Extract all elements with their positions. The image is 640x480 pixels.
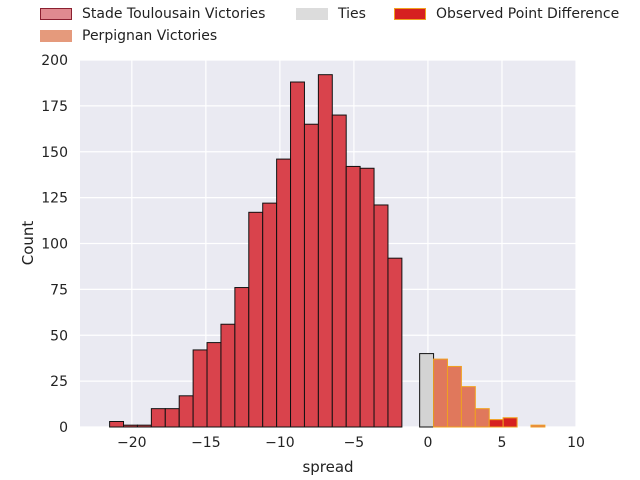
bar-toulousain (192, 349, 208, 428)
bar-perpignan (433, 358, 448, 428)
bar-toulousain (164, 408, 180, 428)
histogram-bars (109, 74, 546, 428)
legend-label-perpignan: Perpignan Victories (82, 28, 218, 44)
bar-perpignan (474, 408, 490, 428)
legend-swatch-observed (394, 8, 426, 20)
legend-item-ties: Ties (296, 6, 366, 22)
x-tick-label: −15 (191, 435, 221, 451)
x-tick-label: 10 (567, 435, 585, 451)
legend: Stade Toulousain Victories Ties Observed… (0, 0, 640, 50)
legend-item-perpignan: Perpignan Victories (40, 28, 217, 44)
bar-perpignan (460, 386, 476, 428)
x-axis-label: spread (302, 458, 353, 476)
bar-toulousain (136, 424, 152, 428)
y-axis-label: Count (19, 221, 37, 266)
bar-toulousain (123, 424, 138, 428)
bar-toulousain (290, 81, 305, 428)
legend-swatch-ties (296, 8, 328, 20)
bar-perpignan (446, 365, 462, 428)
bar-toulousain (359, 167, 375, 428)
bar-toulousain (248, 211, 264, 428)
legend-label-toulousain: Stade Toulousain Victories (82, 6, 266, 22)
y-tick-label: 25 (50, 374, 68, 390)
y-tick-label: 175 (41, 99, 68, 115)
bar-toulousain (331, 114, 347, 428)
bar-observed (488, 419, 504, 428)
bar-toulousain (345, 165, 361, 428)
legend-item-observed: Observed Point Difference (394, 6, 619, 22)
x-tick-label: −20 (117, 435, 147, 451)
bar-toulousain (150, 408, 166, 428)
y-tick-label: 200 (41, 53, 68, 69)
bar-toulousain (276, 158, 292, 428)
bar-toulousain (178, 395, 194, 428)
bar-toulousain (234, 287, 250, 428)
x-tick-label: −10 (265, 435, 295, 451)
y-tick-label: 125 (41, 191, 68, 207)
y-axis-ticks: 0 25 50 75 100 125 150 175 200 (41, 53, 68, 436)
bar-toulousain (303, 123, 319, 428)
legend-label-ties: Ties (338, 6, 366, 22)
bar-ties (419, 353, 435, 428)
legend-label-observed: Observed Point Difference (436, 6, 620, 22)
y-tick-label: 75 (50, 282, 68, 298)
legend-swatch-toulousain (40, 8, 72, 20)
x-tick-label: 5 (498, 435, 507, 451)
legend-swatch-perpignan (40, 30, 72, 42)
y-tick-label: 0 (59, 420, 68, 436)
y-tick-label: 100 (41, 237, 68, 253)
bar-toulousain (387, 257, 403, 428)
legend-item-toulousain: Stade Toulousain Victories (40, 6, 265, 22)
bar-toulousain (220, 323, 236, 428)
bar-toulousain (317, 74, 333, 428)
bar-perpignan (530, 424, 546, 428)
bar-toulousain (206, 342, 222, 428)
y-tick-label: 150 (41, 145, 68, 161)
x-axis-ticks: −20 −15 −10 −5 0 5 10 (117, 435, 585, 451)
bar-toulousain (109, 420, 125, 428)
x-tick-label: 0 (423, 435, 432, 451)
bar-toulousain (373, 204, 389, 428)
bar-observed (502, 417, 518, 428)
y-tick-label: 50 (50, 328, 68, 344)
x-tick-label: −5 (344, 435, 365, 451)
bar-toulousain (262, 202, 278, 428)
